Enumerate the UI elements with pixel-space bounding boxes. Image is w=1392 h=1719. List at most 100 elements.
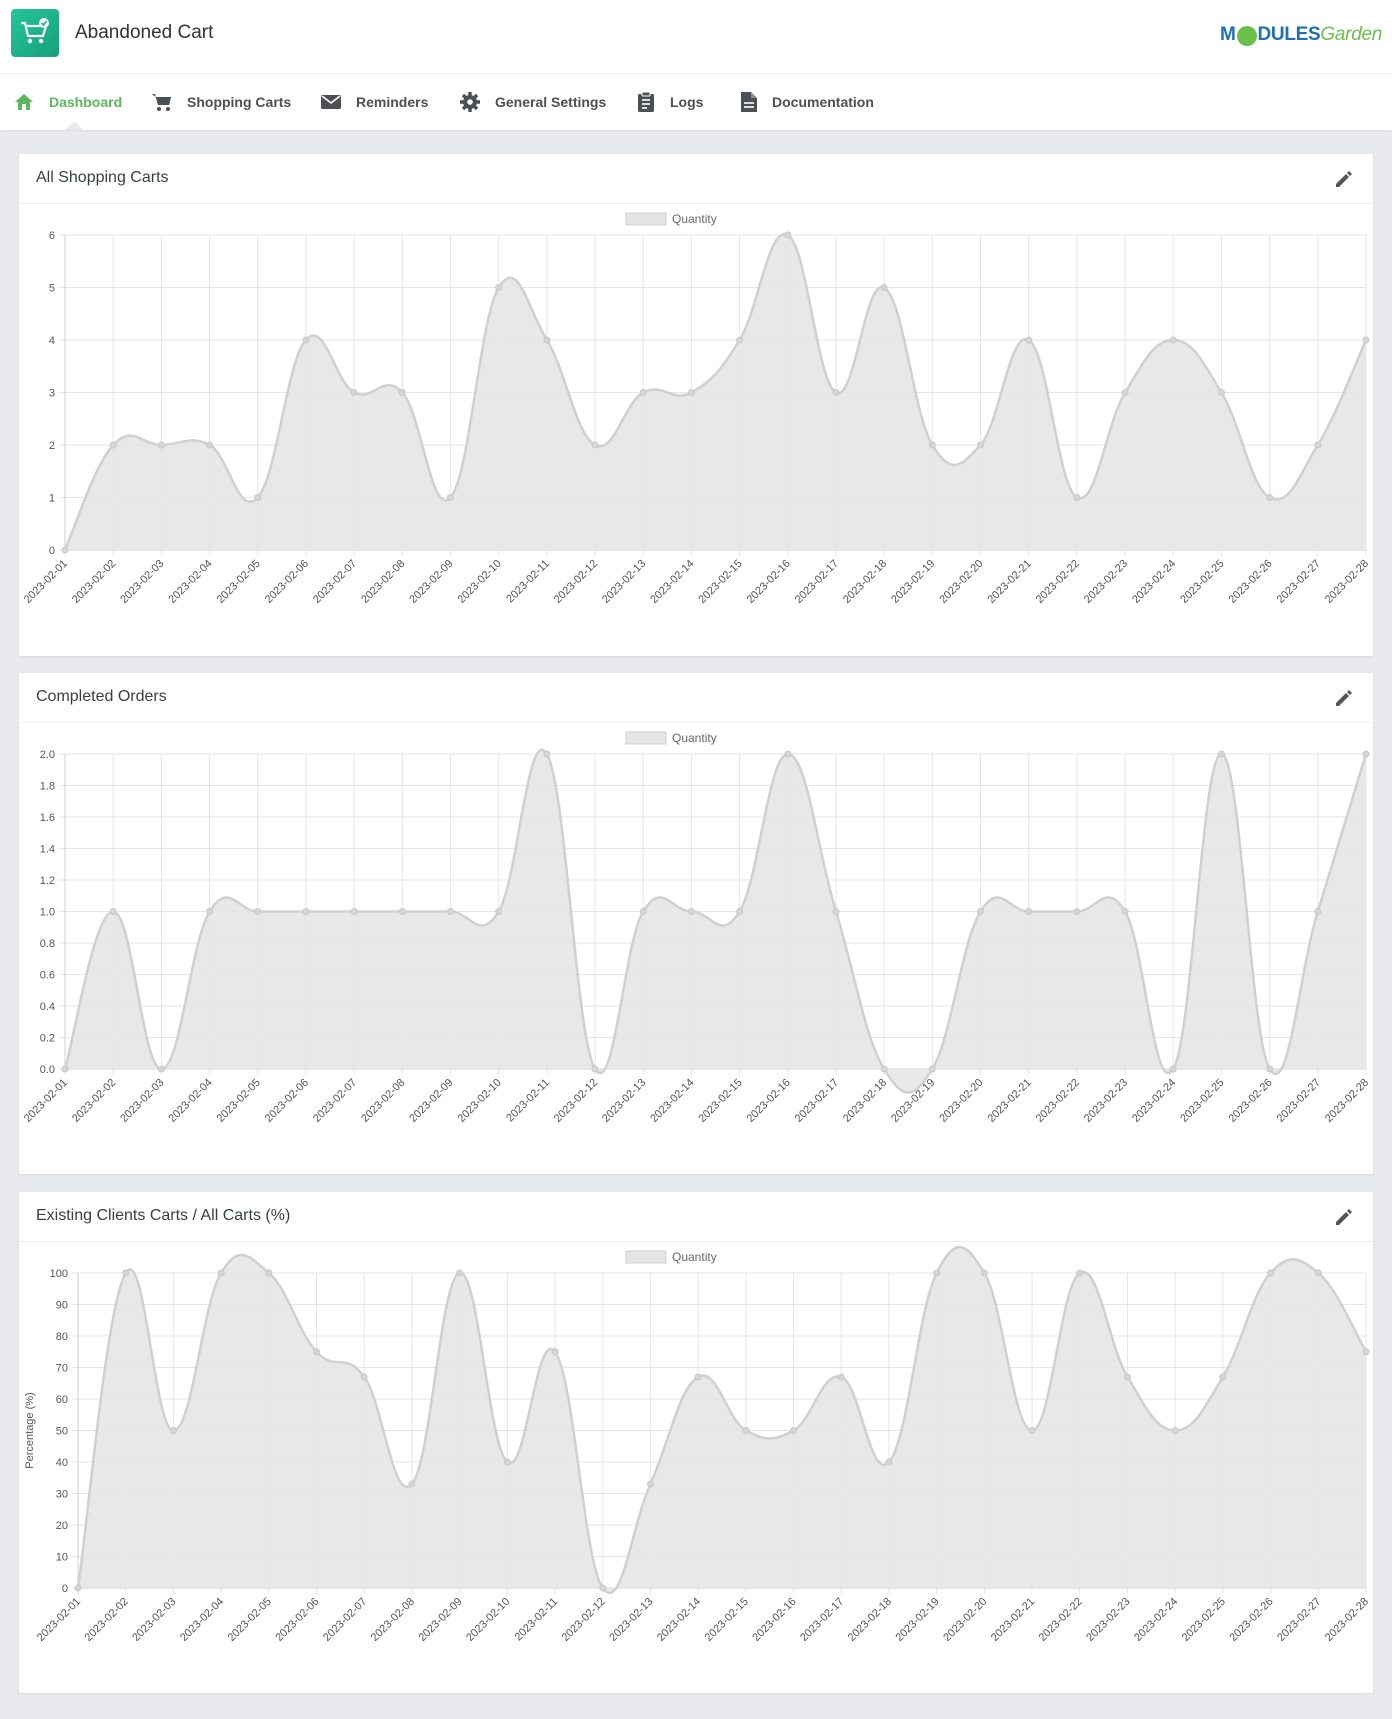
x-tick-label: 2023-02-11 — [512, 1596, 560, 1644]
data-point — [639, 908, 647, 915]
data-point — [591, 441, 599, 449]
y-tick-label: 90 — [56, 1300, 68, 1312]
panel-completed-orders: Completed Orders Quantity 0.0 0.2 0.4 0.6 0.8… — [19, 673, 1373, 1174]
pencil-icon[interactable] — [1333, 687, 1355, 709]
y-tick-label: 60 — [56, 1394, 68, 1406]
nav-shopping-carts-label: Shopping Carts — [187, 94, 292, 110]
y-tick-label: 1.2 — [40, 875, 55, 887]
nav-documentation[interactable]: Documentation — [740, 74, 874, 130]
x-tick-label: 2023-02-23 — [1082, 1077, 1130, 1125]
data-point — [265, 1269, 273, 1277]
x-tick-label: 2023-02-18 — [841, 558, 889, 606]
data-point — [446, 908, 454, 915]
y-tick-label: 6 — [49, 230, 55, 242]
nav-general-settings[interactable]: General Settings — [459, 74, 606, 130]
nav-active-caret — [65, 121, 83, 130]
x-tick-label: 2023-02-15 — [696, 1077, 744, 1125]
panel-title: All Shopping Carts — [36, 169, 169, 186]
data-point — [122, 1269, 130, 1277]
envelope-icon — [321, 95, 341, 109]
x-tick-label: 2023-02-08 — [369, 1596, 417, 1644]
data-point — [1314, 1269, 1322, 1277]
x-tick-label: 2023-02-17 — [793, 558, 841, 606]
series-area — [65, 234, 1366, 550]
y-tick-label: 0.0 — [40, 1064, 55, 1076]
data-point — [302, 336, 310, 344]
data-point — [1266, 1065, 1274, 1073]
x-tick-label: 2023-02-23 — [1082, 558, 1130, 606]
x-tick-label: 2023-02-20 — [941, 1596, 989, 1644]
data-point — [1362, 336, 1370, 344]
x-tick-label: 2023-02-14 — [648, 1077, 696, 1125]
document-icon — [741, 92, 757, 112]
data-point — [503, 1458, 511, 1466]
x-tick-label: 2023-02-13 — [600, 558, 648, 606]
panel-title: Existing Clients Carts / All Carts (%) — [36, 1207, 291, 1224]
x-tick-label: 2023-02-24 — [1130, 558, 1178, 606]
y-tick-label: 0.4 — [40, 1001, 55, 1013]
x-tick-label: 2023-02-03 — [130, 1596, 178, 1644]
y-tick-label: 0 — [49, 545, 55, 557]
data-point — [1169, 1065, 1177, 1073]
x-tick-label: 2023-02-18 — [846, 1596, 894, 1644]
data-point — [784, 231, 792, 239]
y-tick-label: 3 — [49, 388, 55, 400]
y-axis-title: Percentage (%) — [24, 1392, 36, 1468]
series-line — [63, 748, 1368, 1094]
data-point — [928, 1065, 936, 1073]
y-tick-label: 2.0 — [40, 749, 55, 761]
x-tick-label: 2023-02-24 — [1132, 1596, 1180, 1644]
data-point — [109, 908, 117, 915]
x-tick-label: 2023-02-20 — [937, 1077, 985, 1125]
x-tick-label: 2023-02-09 — [416, 1596, 464, 1644]
data-point — [1073, 908, 1081, 915]
gear-icon — [460, 92, 480, 112]
chart-legend: Quantity — [625, 731, 717, 745]
x-tick-label: 2023-02-06 — [263, 558, 311, 606]
x-tick-label: 2023-02-10 — [456, 558, 504, 606]
nav-logs[interactable]: Logs — [636, 74, 703, 130]
data-point — [408, 1480, 416, 1488]
data-point — [880, 1065, 888, 1073]
data-point — [1267, 1269, 1275, 1277]
x-tick-label: 2023-02-10 — [456, 1077, 504, 1125]
data-point — [832, 908, 840, 915]
data-point — [885, 1458, 893, 1466]
x-tick-label: 2023-02-01 — [35, 1596, 83, 1644]
legend-label: Quantity — [672, 1250, 717, 1264]
x-tick-label: 2023-02-01 — [22, 558, 70, 606]
data-point — [157, 441, 165, 449]
nav-general-settings-label: General Settings — [495, 94, 607, 110]
pencil-icon[interactable] — [1333, 168, 1355, 190]
y-tick-label: 1 — [49, 493, 55, 505]
y-tick-label: 20 — [56, 1520, 68, 1532]
data-point — [313, 1348, 321, 1356]
y-tick-label: 50 — [56, 1426, 68, 1438]
x-tick-label: 2023-02-27 — [1275, 558, 1323, 606]
x-tick-label: 2023-02-17 — [793, 1077, 841, 1125]
legend-swatch — [625, 212, 667, 226]
nav-dashboard[interactable]: Dashboard — [13, 74, 122, 130]
pencil-icon[interactable] — [1333, 1206, 1355, 1228]
x-tick-label: 2023-02-13 — [607, 1596, 655, 1644]
logo-globe-icon — [1236, 26, 1257, 46]
data-point — [1121, 908, 1129, 915]
modulesgarden-logo[interactable]: M DULES Garden — [1220, 19, 1382, 51]
data-point — [61, 546, 69, 554]
x-tick-label: 2023-02-19 — [894, 1596, 942, 1644]
app-logo-cart-icon — [11, 9, 59, 57]
nav-shopping-carts[interactable]: Shopping Carts — [151, 74, 291, 130]
data-point — [977, 908, 985, 915]
x-tick-label: 2023-02-21 — [986, 558, 1034, 606]
data-point — [784, 750, 792, 758]
data-point — [1025, 336, 1033, 344]
data-point — [1219, 1373, 1227, 1381]
y-tick-label: 2 — [49, 440, 55, 452]
nav-dashboard-label: Dashboard — [49, 94, 123, 110]
series-area — [65, 749, 1366, 1093]
nav-reminders[interactable]: Reminders — [320, 74, 428, 130]
y-tick-label: 0 — [62, 1583, 68, 1595]
data-point — [977, 441, 985, 449]
y-tick-label: 30 — [56, 1489, 68, 1501]
